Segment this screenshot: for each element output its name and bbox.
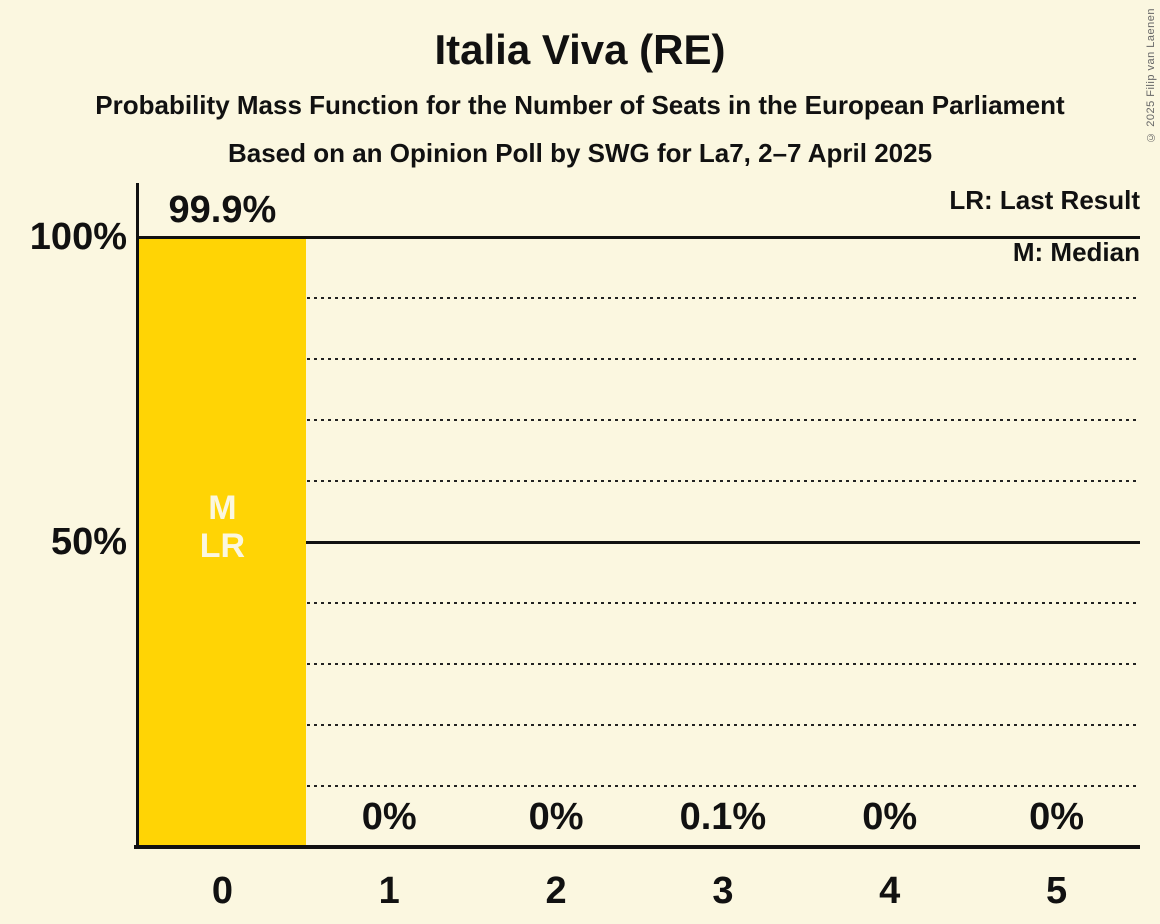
- value-label-seat-5: 0%: [1029, 796, 1085, 838]
- poll-details-subtitle: Based on an Opinion Poll by SWG for La7,…: [227, 138, 933, 168]
- bar-annotation-m-lr: M LR: [199, 489, 246, 565]
- y-tick-label-100pct: 100%: [29, 216, 127, 258]
- gridline-40pct: [139, 602, 1140, 604]
- value-label-seat-4: 0%: [862, 796, 918, 838]
- y-axis-line: [136, 183, 139, 849]
- gridline-10pct: [139, 785, 1140, 787]
- value-label-seat-1: 0%: [361, 796, 417, 838]
- chart-title: Italia Viva (RE): [434, 26, 726, 73]
- x-tick-label-5: 5: [1046, 870, 1068, 912]
- legend-last-result: LR: Last Result: [949, 185, 1140, 215]
- bar-seat-0: [139, 237, 306, 847]
- x-tick-label-4: 4: [879, 870, 901, 912]
- value-label-seat-0: 99.9%: [168, 188, 277, 231]
- copyright-text: © 2025 Filip van Laenen: [1145, 8, 1157, 143]
- gridline-90pct: [139, 297, 1140, 299]
- x-tick-label-2: 2: [545, 870, 567, 912]
- x-tick-label-0: 0: [211, 870, 233, 912]
- value-label-seat-3: 0.1%: [679, 796, 767, 838]
- legend-median: M: Median: [1012, 237, 1140, 267]
- gridline-20pct: [139, 724, 1140, 726]
- gridline-80pct: [139, 358, 1140, 360]
- x-tick-label-3: 3: [712, 870, 734, 912]
- x-axis-line: [134, 845, 1140, 849]
- gridline-70pct: [139, 419, 1140, 421]
- chart-subtitle: Probability Mass Function for the Number…: [95, 90, 1065, 120]
- x-tick-label-1: 1: [378, 870, 400, 912]
- gridline-30pct: [139, 663, 1140, 665]
- solid-gridline-100pct: [137, 235, 1140, 239]
- solid-gridline-50pct: [137, 540, 1140, 544]
- gridline-60pct: [139, 480, 1140, 482]
- y-tick-label-50pct: 50%: [50, 521, 127, 563]
- value-label-seat-2: 0%: [528, 796, 584, 838]
